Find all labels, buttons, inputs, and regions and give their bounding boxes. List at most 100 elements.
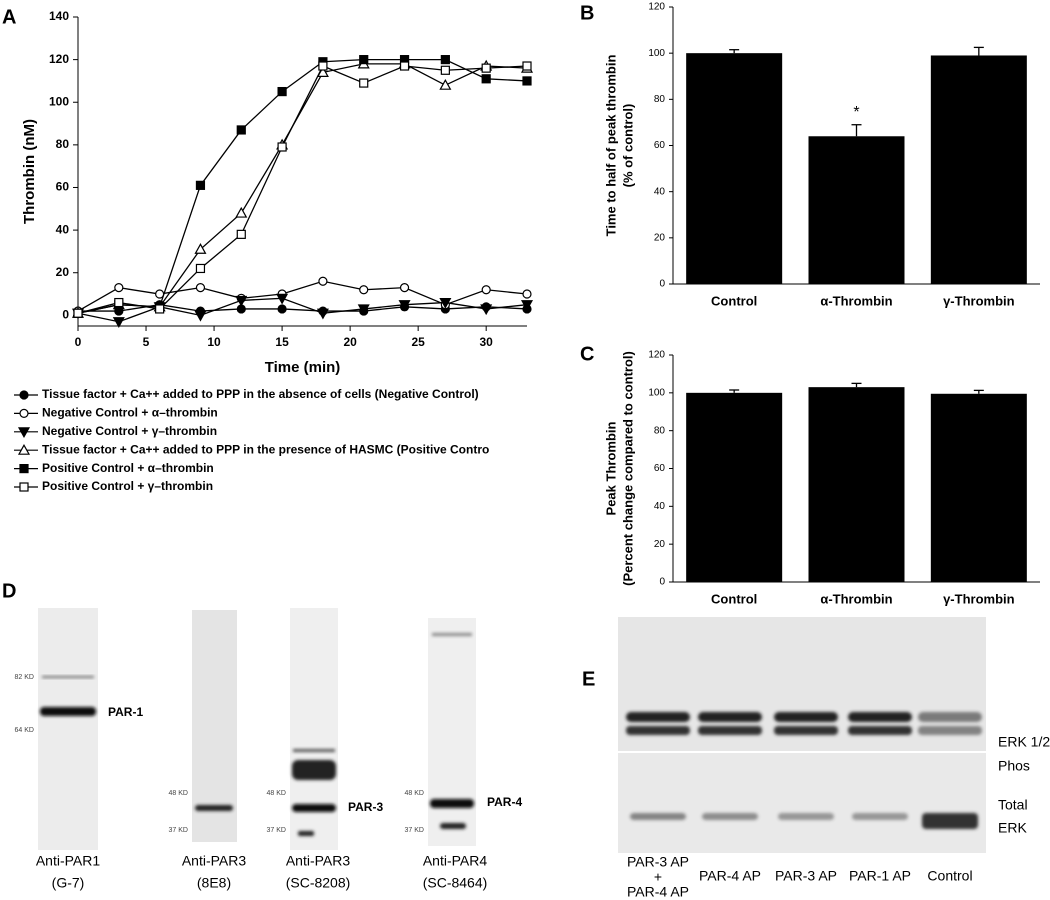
legend-label: Tissue factor + Ca++ added to PPP in the… bbox=[42, 442, 489, 456]
band bbox=[918, 712, 982, 722]
band bbox=[922, 813, 978, 829]
y-tick-label: 20 bbox=[654, 539, 666, 550]
y-tick-label: 120 bbox=[648, 350, 665, 361]
y-tick-label: 60 bbox=[654, 140, 666, 151]
data-point bbox=[316, 308, 329, 320]
data-point bbox=[481, 74, 491, 84]
bar bbox=[686, 53, 783, 284]
marker-label: 37 KD bbox=[267, 827, 286, 834]
band bbox=[774, 726, 838, 735]
series-line bbox=[77, 63, 528, 314]
data-point bbox=[399, 61, 410, 71]
data-point bbox=[277, 86, 287, 97]
data-point bbox=[276, 293, 289, 305]
data-point bbox=[359, 78, 369, 88]
band bbox=[40, 707, 96, 716]
blot-caption: Anti-PAR4 bbox=[423, 853, 488, 869]
marker-label: 64 KD bbox=[15, 727, 34, 734]
x-tick-label: 5 bbox=[143, 335, 150, 349]
y-axis-title: (Percent change compared to control) bbox=[620, 351, 635, 586]
data-point bbox=[481, 63, 491, 73]
y-axis-title: (% of control) bbox=[620, 104, 635, 188]
data-point bbox=[236, 229, 246, 239]
blot bbox=[192, 610, 237, 842]
band-group bbox=[626, 712, 982, 829]
series-line bbox=[77, 297, 528, 323]
blot-caption: (SC-8208) bbox=[286, 875, 351, 891]
legend-marker bbox=[17, 443, 31, 455]
data-point bbox=[439, 78, 452, 90]
series-line bbox=[77, 58, 528, 314]
band bbox=[848, 712, 912, 722]
lane-label: PAR-4 AP bbox=[627, 884, 689, 900]
band bbox=[702, 813, 758, 820]
data-point bbox=[522, 76, 532, 86]
y-tick-label: 80 bbox=[654, 425, 666, 436]
marker-label: 48 KD bbox=[405, 790, 424, 797]
x-tick-label: 20 bbox=[343, 335, 357, 349]
data-point bbox=[359, 285, 369, 295]
data-point bbox=[439, 297, 452, 309]
data-point bbox=[480, 304, 493, 316]
band bbox=[42, 676, 94, 678]
y-axis-title: Thrombin (nM) bbox=[21, 119, 38, 224]
series-line bbox=[78, 304, 528, 312]
lane-label: PAR-3 AP bbox=[627, 854, 689, 870]
band bbox=[626, 726, 690, 735]
y-tick-label: 40 bbox=[654, 501, 666, 512]
blot-group: 82 KD 64 KD PAR-1 Anti-PAR1 (G-7) 48 KD … bbox=[15, 608, 522, 891]
lane-label: PAR-4 AP bbox=[699, 868, 761, 884]
x-axis-title: Time (min) bbox=[265, 359, 341, 376]
marker-label: 48 KD bbox=[267, 790, 286, 797]
panel-label: A bbox=[2, 6, 16, 28]
row-label: Phos bbox=[998, 758, 1030, 774]
series-line bbox=[77, 280, 528, 312]
row-label: Total bbox=[998, 797, 1028, 813]
y-tick-label: 100 bbox=[648, 387, 665, 398]
x-tick-label: 15 bbox=[275, 335, 289, 349]
legend-marker bbox=[19, 482, 29, 492]
data-point bbox=[359, 55, 369, 65]
band bbox=[298, 831, 314, 836]
y-tick-label: 100 bbox=[49, 94, 69, 108]
panel-label: C bbox=[580, 343, 594, 365]
data-point bbox=[195, 283, 206, 293]
blot-caption: (SC-8464) bbox=[423, 875, 488, 891]
legend-marker bbox=[19, 464, 29, 474]
band bbox=[430, 799, 474, 808]
data-point bbox=[114, 283, 124, 293]
data-point bbox=[522, 289, 532, 299]
erk-blot: ERK 1/2 Phos Total ERK bbox=[618, 617, 1050, 853]
data-point bbox=[114, 297, 124, 308]
marker-label: 48 KD bbox=[169, 790, 188, 797]
blot-caption: (G-7) bbox=[52, 875, 85, 891]
band bbox=[630, 813, 686, 820]
row-label: ERK bbox=[998, 820, 1027, 836]
x-tick-label: γ-Thrombin bbox=[943, 293, 1015, 308]
data-point bbox=[112, 317, 125, 328]
y-tick-label: 100 bbox=[648, 48, 665, 59]
y-axis-title: Time to half of peak thrombin bbox=[603, 55, 618, 237]
band bbox=[292, 760, 336, 780]
blot-caption: Anti-PAR3 bbox=[182, 853, 247, 869]
legend-label: Tissue factor + Ca++ added to PPP in the… bbox=[42, 387, 479, 401]
data-point bbox=[194, 310, 207, 322]
data-point bbox=[194, 243, 207, 254]
data-point bbox=[440, 65, 450, 75]
blot-caption: Anti-PAR1 bbox=[36, 853, 101, 869]
y-tick-label: 60 bbox=[56, 180, 70, 194]
band bbox=[918, 726, 982, 735]
data-point bbox=[236, 125, 246, 135]
panel-label: E bbox=[582, 668, 595, 690]
series-line bbox=[77, 65, 528, 314]
y-tick-label: 40 bbox=[654, 186, 666, 197]
band bbox=[698, 712, 762, 722]
data-point bbox=[195, 263, 206, 274]
y-tick-label: 80 bbox=[56, 137, 70, 151]
band bbox=[848, 726, 912, 735]
data-point bbox=[318, 61, 328, 71]
band bbox=[852, 813, 908, 820]
bar bbox=[808, 136, 905, 284]
y-tick-label: 120 bbox=[49, 52, 69, 66]
y-tick-label: 0 bbox=[62, 308, 69, 322]
